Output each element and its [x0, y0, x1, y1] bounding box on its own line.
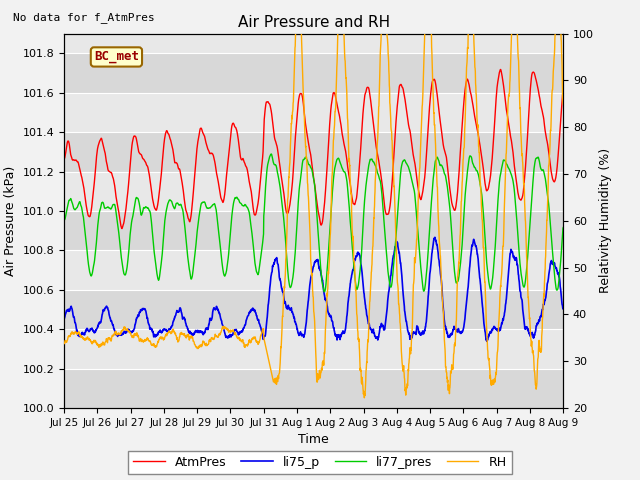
li77_pres: [516, 255, 524, 261]
X-axis label: Time: Time: [298, 433, 329, 446]
li77_pres: [459, 234, 467, 240]
Line: li77_pres: li77_pres: [64, 154, 563, 292]
li77_pres: [199, 199, 207, 205]
Y-axis label: Relativity Humidity (%): Relativity Humidity (%): [600, 148, 612, 293]
Bar: [64, 93, 563, 132]
li75_p: [529, 335, 537, 340]
AtmPres: [529, 69, 537, 75]
li75_p: [559, 306, 567, 312]
AtmPres: [328, 99, 335, 105]
RH: [360, 395, 368, 401]
Legend: AtmPres, li75_p, li77_pres, RH: AtmPres, li75_p, li77_pres, RH: [129, 451, 511, 474]
RH: [328, 190, 335, 196]
li77_pres: [529, 173, 537, 179]
Bar: [64, 290, 563, 329]
AtmPres: [559, 89, 567, 95]
li77_pres: [60, 217, 68, 223]
AtmPres: [118, 226, 126, 231]
Title: Air Pressure and RH: Air Pressure and RH: [237, 15, 390, 30]
li77_pres: [339, 167, 347, 172]
RH: [199, 339, 207, 345]
Line: AtmPres: AtmPres: [64, 70, 563, 228]
li75_p: [328, 317, 335, 323]
Line: RH: RH: [64, 0, 563, 398]
li75_p: [339, 330, 346, 336]
Text: No data for f_AtmPres: No data for f_AtmPres: [13, 12, 154, 23]
li75_p: [60, 317, 68, 323]
AtmPres: [458, 118, 466, 124]
li77_pres: [321, 289, 328, 295]
Y-axis label: Air Pressure (kPa): Air Pressure (kPa): [4, 166, 17, 276]
AtmPres: [497, 67, 504, 72]
Bar: [64, 171, 563, 211]
RH: [60, 341, 68, 347]
RH: [559, 101, 567, 107]
RH: [529, 352, 537, 358]
Line: li75_p: li75_p: [64, 237, 563, 341]
Text: BC_met: BC_met: [94, 50, 139, 63]
li75_p: [458, 329, 466, 335]
Bar: [64, 53, 563, 93]
li75_p: [199, 332, 207, 337]
Bar: [64, 329, 563, 369]
Bar: [64, 369, 563, 408]
li75_p: [516, 282, 524, 288]
AtmPres: [60, 156, 68, 162]
Bar: [64, 251, 563, 290]
li77_pres: [559, 225, 567, 230]
li75_p: [431, 234, 438, 240]
Bar: [64, 132, 563, 171]
RH: [516, 90, 524, 96]
RH: [459, 169, 467, 175]
li75_p: [483, 338, 491, 344]
li77_pres: [328, 195, 336, 201]
li77_pres: [268, 151, 275, 157]
AtmPres: [339, 133, 346, 139]
Bar: [64, 211, 563, 251]
AtmPres: [516, 196, 524, 202]
AtmPres: [200, 131, 207, 137]
